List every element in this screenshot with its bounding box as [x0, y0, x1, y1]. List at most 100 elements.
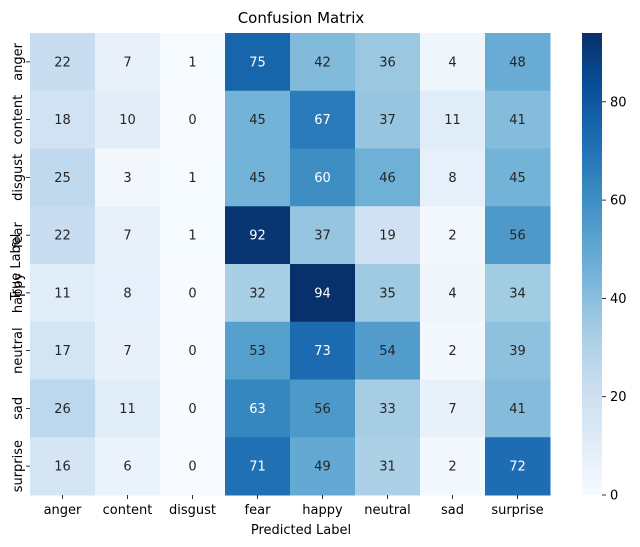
cell-value-label: 26 [54, 402, 71, 417]
heatmap-cell [355, 437, 421, 496]
heatmap-cell [30, 379, 96, 438]
heatmap-cell [225, 379, 291, 438]
cell-value-label: 48 [509, 55, 526, 70]
heatmap-cell [30, 264, 96, 323]
heatmap-cell [290, 90, 356, 149]
heatmap-cell [420, 437, 486, 496]
cell-value-label: 34 [509, 286, 526, 301]
x-tick-label: neutral [364, 503, 411, 518]
cell-value-label: 71 [249, 460, 266, 475]
cell-value-label: 42 [314, 55, 331, 70]
y-tick-label: fear [11, 222, 26, 249]
colorbar-tick-labels: 0 20 40 60 80 [602, 95, 627, 504]
y-tick-label: anger [11, 42, 26, 80]
heatmap-cell [95, 148, 161, 207]
x-tick-label: fear [245, 503, 272, 518]
x-tick-label: happy [302, 503, 343, 518]
colorbar [582, 33, 602, 495]
cell-value-label: 6 [123, 460, 131, 475]
cell-value-label: 7 [123, 229, 131, 244]
cell-value-label: 10 [119, 113, 136, 128]
cell-value-label: 1 [188, 171, 196, 186]
cell-value-label: 45 [509, 171, 526, 186]
x-tick-label: disgust [169, 503, 216, 518]
heatmap-cell [290, 33, 356, 92]
heatmap-cell [30, 90, 96, 149]
cell-value-label: 22 [54, 55, 71, 70]
x-tick-label: sad [441, 503, 464, 518]
heatmap-cell [225, 321, 291, 380]
cell-value-label: 53 [249, 344, 266, 359]
heatmap-cell [30, 206, 96, 265]
cell-value-label: 8 [448, 171, 456, 186]
heatmap-cell [225, 148, 291, 207]
cell-value-label: 92 [249, 229, 266, 244]
y-tick-label: happy [11, 272, 26, 313]
heatmap-cell [290, 206, 356, 265]
cell-value-label: 46 [379, 171, 396, 186]
cell-value-label: 18 [54, 113, 71, 128]
cell-value-label: 67 [314, 113, 331, 128]
heatmap-cell [485, 148, 551, 207]
cell-value-label: 25 [54, 171, 71, 186]
cell-value-label: 11 [54, 286, 71, 301]
cell-value-label: 35 [379, 286, 396, 301]
cell-value-label: 1 [188, 55, 196, 70]
heatmap-cell [160, 33, 226, 92]
heatmap-cell [95, 90, 161, 149]
heatmap-cell [160, 90, 226, 149]
heatmap-cell [290, 148, 356, 207]
y-tick-label: sad [11, 397, 26, 420]
cell-value-label: 41 [509, 402, 526, 417]
heatmap-cell [30, 33, 96, 92]
heatmap-cell [420, 379, 486, 438]
cell-value-label: 31 [379, 460, 396, 475]
cell-value-label: 73 [314, 344, 331, 359]
cell-value-label: 7 [123, 55, 131, 70]
cell-value-label: 2 [448, 344, 456, 359]
x-tick-label: anger [44, 503, 82, 518]
heatmap-cell [420, 206, 486, 265]
cell-value-label: 0 [188, 402, 196, 417]
heatmap-cell [95, 437, 161, 496]
heatmap-cell [485, 206, 551, 265]
heatmap-cell [160, 148, 226, 207]
cell-value-label: 0 [188, 460, 196, 475]
cell-value-label: 7 [123, 344, 131, 359]
heatmap-cell [290, 264, 356, 323]
heatmap-cell [485, 264, 551, 323]
cell-value-label: 56 [509, 229, 526, 244]
cell-value-label: 4 [448, 55, 456, 70]
cell-value-label: 0 [188, 344, 196, 359]
heatmap-cell [485, 33, 551, 92]
cell-value-label: 72 [509, 460, 526, 475]
cell-value-label: 11 [119, 402, 136, 417]
cell-value-label: 45 [249, 113, 266, 128]
colorbar-tick-label: 40 [610, 292, 627, 307]
cell-value-label: 39 [509, 344, 526, 359]
cell-value-label: 11 [444, 113, 461, 128]
heatmap-cell [485, 437, 551, 496]
heatmap-cell [225, 206, 291, 265]
cell-value-label: 19 [379, 229, 396, 244]
x-axis-label: Predicted Label [251, 523, 351, 538]
cell-value-label: 56 [314, 402, 331, 417]
y-tick-label: neutral [11, 327, 26, 374]
heatmap-cell [290, 379, 356, 438]
cell-value-label: 0 [188, 113, 196, 128]
heatmap-cell [225, 90, 291, 149]
cell-value-label: 17 [54, 344, 71, 359]
y-axis-label: True Label [9, 234, 24, 302]
y-tick-labels: anger content disgust fear happy neutral sad su… [11, 42, 30, 492]
heatmap-cell [30, 321, 96, 380]
heatmap-cell [420, 90, 486, 149]
heatmap-cell [95, 379, 161, 438]
heatmap-cell [355, 379, 421, 438]
colorbar-tick-label: 60 [610, 194, 627, 209]
heatmap-cell [160, 437, 226, 496]
heatmap-cell [420, 148, 486, 207]
heatmap-cell [420, 321, 486, 380]
heatmap-cell [485, 90, 551, 149]
cell-value-label: 2 [448, 229, 456, 244]
